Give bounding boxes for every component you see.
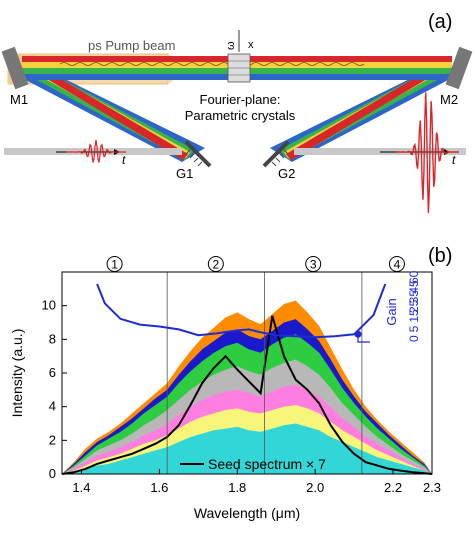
gain-tick-label-0: 0 bbox=[407, 335, 421, 342]
seed-spectrum-line bbox=[61, 315, 433, 475]
legend-seed-label: Seed spectrum × 7 bbox=[208, 456, 326, 472]
mirror-m1-label: M1 bbox=[10, 92, 28, 107]
y-tick-label-4: 8 bbox=[49, 331, 56, 346]
gain-tick-label-2: 15 bbox=[407, 309, 421, 323]
y-tick-label-0: 0 bbox=[49, 466, 56, 481]
region-label-3: 3 bbox=[310, 258, 317, 272]
gain-axis-label: Gain bbox=[384, 298, 399, 325]
region-label-4: 4 bbox=[394, 258, 401, 272]
grating-g1-label: G1 bbox=[176, 166, 193, 181]
amplified-pulse bbox=[396, 92, 459, 213]
gain-axis-pointer bbox=[357, 334, 370, 343]
parametric-crystals: ω x bbox=[225, 30, 254, 83]
pump-label: ps Pump beam bbox=[88, 38, 175, 53]
x-tick-label-1: 1.6 bbox=[150, 480, 168, 495]
fourier-label-2: Parametric crystals bbox=[185, 108, 296, 123]
gain-curve bbox=[96, 283, 387, 339]
gain-tick-label-6: 60 bbox=[407, 270, 421, 284]
time-label-left: t bbox=[122, 153, 126, 167]
y-tick-label-5: 10 bbox=[42, 298, 56, 313]
spectrum-area-0 bbox=[62, 423, 432, 474]
gain-tick-label-5: 45 bbox=[407, 280, 421, 294]
panel-a: (a) ps Pump beam bbox=[1, 11, 473, 213]
panel-a-label: (a) bbox=[428, 11, 452, 33]
panel-b-label: (b) bbox=[428, 245, 452, 267]
beam-fan-left bbox=[22, 56, 205, 162]
gain-tick-label-4: 35 bbox=[407, 290, 421, 304]
beam-red-left bbox=[22, 56, 188, 160]
beam-red-right bbox=[286, 56, 452, 160]
y-tick-label-1: 2 bbox=[49, 432, 56, 447]
mirror-m1 bbox=[1, 46, 29, 90]
beam-fan-right bbox=[270, 56, 452, 162]
region-circle-3 bbox=[305, 256, 322, 272]
panel-b: (b) 1.4 1.6 1.8 2.0 2.2 2.30246810Wavelength … bbox=[9, 245, 452, 521]
crystal-axis-omega: ω bbox=[225, 41, 237, 50]
crystal-axis-x: x bbox=[248, 39, 254, 51]
gain-tick-label-3: 25 bbox=[407, 299, 421, 313]
grating-g1 bbox=[184, 140, 212, 168]
grating-g2-label: G2 bbox=[278, 166, 295, 181]
fourier-label-1: Fourier-plane: bbox=[200, 92, 281, 107]
gain-tick-label-1: 5 bbox=[407, 325, 421, 332]
x-tick-label-2: 1.8 bbox=[228, 480, 246, 495]
x-tick-label-3: 2.0 bbox=[306, 480, 324, 495]
grating-g2 bbox=[262, 140, 290, 168]
mirror-m2 bbox=[445, 46, 473, 90]
y-tick-label-2: 4 bbox=[49, 399, 56, 414]
time-label-right: t bbox=[452, 153, 456, 167]
y-tick-label-3: 6 bbox=[49, 365, 56, 380]
x-axis-label: Wavelength (μm) bbox=[194, 505, 300, 521]
region-label-2: 2 bbox=[212, 258, 219, 272]
x-tick-label-5: 2.3 bbox=[423, 480, 441, 495]
seed-pulse bbox=[66, 139, 126, 163]
y-axis-label: Intensity (a.u.) bbox=[9, 329, 25, 418]
x-tick-label-4: 2.2 bbox=[384, 480, 402, 495]
region-circle-4 bbox=[388, 256, 405, 272]
region-circle-1 bbox=[106, 256, 123, 272]
region-circle-2 bbox=[207, 256, 224, 272]
pump-wave bbox=[59, 62, 365, 66]
mirror-m2-label: M2 bbox=[440, 92, 458, 107]
x-tick-label-0: 1.4 bbox=[72, 480, 90, 495]
region-label-1: 1 bbox=[111, 258, 118, 272]
